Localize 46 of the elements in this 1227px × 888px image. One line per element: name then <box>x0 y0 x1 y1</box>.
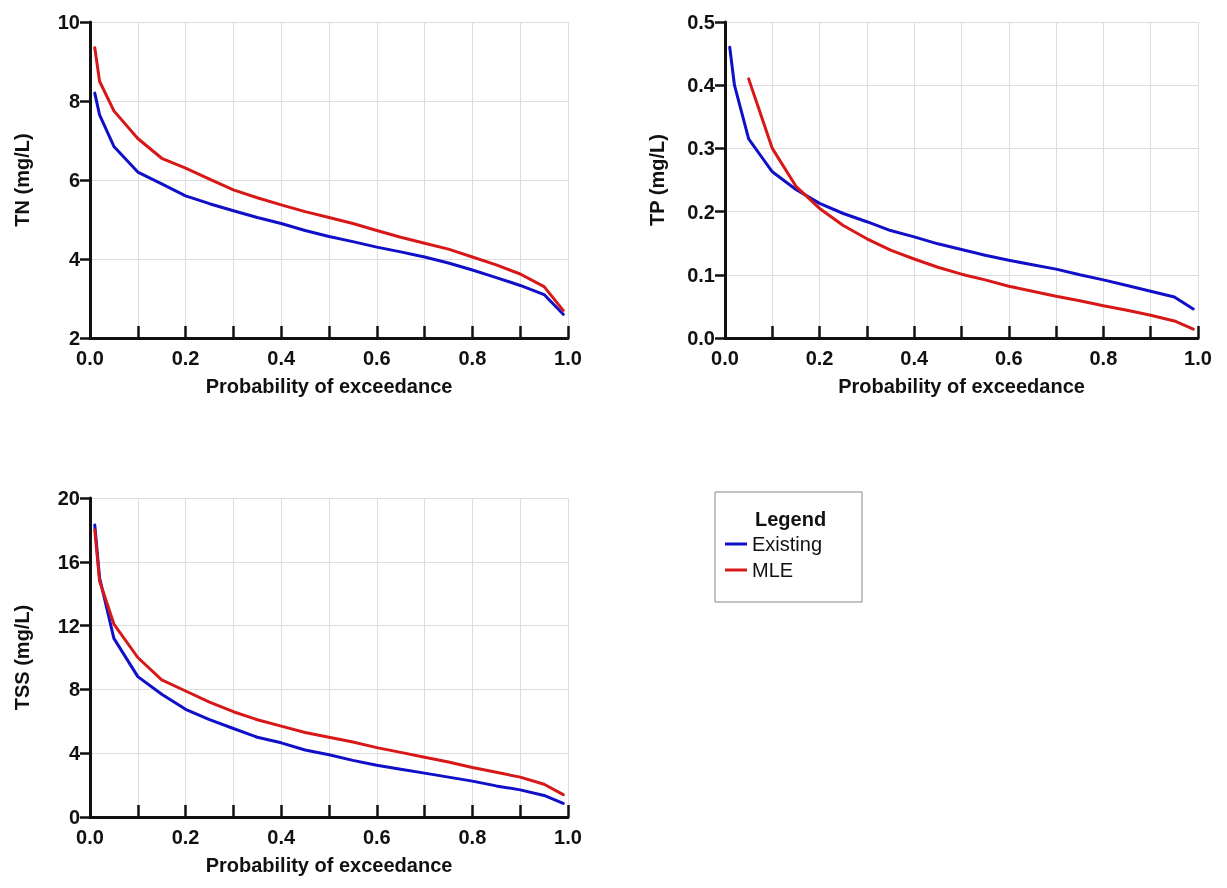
x-axis-title: Probability of exceedance <box>205 375 453 397</box>
y-tick-label: 0.3 <box>687 137 715 160</box>
line-series <box>728 45 1195 311</box>
y-tick-label: 8 <box>68 678 80 701</box>
y-tick-label: 10 <box>57 11 80 33</box>
x-tick-label: 0.2 <box>805 347 834 369</box>
y-tick-label: 0.2 <box>687 200 715 223</box>
y-axis-title: TP (mg/L) <box>646 134 668 226</box>
y-tick-label: 4 <box>68 742 81 765</box>
y-tick-label: 4 <box>68 248 81 270</box>
x-tick-label: 0.8 <box>1089 347 1118 369</box>
x-tick-label: 0.4 <box>900 347 929 369</box>
x-tick-label: 0.2 <box>171 826 200 848</box>
y-tick-label: 0.0 <box>687 327 715 349</box>
x-tick-label: 0.6 <box>362 826 391 848</box>
y-tick-label: 8 <box>68 90 80 112</box>
x-tick-label: 0.4 <box>267 826 296 848</box>
y-tick-label: 0.1 <box>687 263 715 286</box>
y-axis-title: TN (mg/L) <box>11 133 33 227</box>
x-axis-title: Probability of exceedance <box>205 854 453 876</box>
x-tick-label: 0.8 <box>458 826 487 848</box>
line-series <box>747 77 1195 331</box>
y-tick-label: 0.5 <box>687 11 715 33</box>
y-axis-title: TSS (mg/L) <box>11 604 33 711</box>
legend-label: MLE <box>752 559 794 581</box>
x-tick-label: 1.0 <box>554 826 582 848</box>
x-axis-title: Probability of exceedance <box>838 375 1085 397</box>
y-tick-label: 0 <box>68 806 80 828</box>
legend-label: Existing <box>752 533 823 555</box>
y-tick-label: 0.4 <box>687 74 716 97</box>
x-tick-label: 0.2 <box>171 347 200 369</box>
x-tick-label: 0.6 <box>362 347 391 369</box>
line-series <box>93 46 565 312</box>
y-tick-label: 20 <box>57 487 80 509</box>
y-tick-label: 12 <box>57 614 80 637</box>
x-tick-label: 1.0 <box>1184 347 1212 369</box>
x-tick-label: 0.4 <box>267 347 296 369</box>
legend-title: Legend <box>755 508 827 530</box>
y-tick-label: 2 <box>68 327 80 349</box>
x-tick-label: 0.6 <box>994 347 1023 369</box>
x-tick-label: 0.8 <box>458 347 487 369</box>
y-tick-label: 6 <box>68 169 80 191</box>
x-tick-label: 1.0 <box>554 347 582 369</box>
line-series <box>93 91 565 316</box>
x-tick-label: 0.0 <box>711 347 739 369</box>
y-tick-label: 16 <box>57 550 80 573</box>
